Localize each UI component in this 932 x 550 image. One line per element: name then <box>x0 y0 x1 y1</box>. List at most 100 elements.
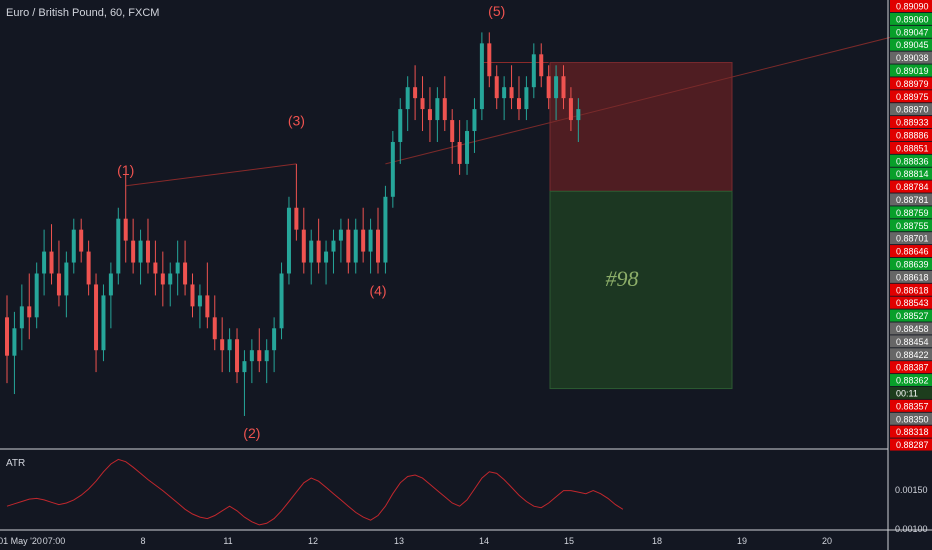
position-tool[interactable] <box>549 62 733 390</box>
candle <box>539 43 544 88</box>
atr-tick-label: 0.00150 <box>895 485 928 495</box>
price-tag-bg <box>890 25 932 38</box>
candle-body <box>316 240 321 263</box>
trendline-channel[interactable] <box>385 26 932 165</box>
candle-body <box>331 240 336 252</box>
candle <box>108 262 113 329</box>
trendline-1-3[interactable] <box>125 163 297 187</box>
price-tag-bg <box>890 245 932 258</box>
candle-body <box>509 87 514 99</box>
price-tag[interactable]: 0.89038 <box>890 51 932 64</box>
price-tag-bg <box>890 322 932 335</box>
price-tag[interactable]: 0.88350 <box>890 412 932 425</box>
price-tag[interactable]: 0.88755 <box>890 219 932 232</box>
candle-body <box>220 339 225 351</box>
price-tag[interactable]: 0.88814 <box>890 167 932 180</box>
candle <box>561 65 566 110</box>
price-tag-bg <box>890 412 932 425</box>
time-axis[interactable]: 01 May '20 07:00 8 11 12 13 14 15 18 19 20 <box>0 536 832 546</box>
candle <box>294 163 299 241</box>
wave-label: (4) <box>369 282 386 298</box>
price-tag[interactable]: 0.88975 <box>890 90 932 103</box>
take-profit-zone[interactable] <box>549 190 733 390</box>
price-tag-label: 0.88422 <box>896 350 929 360</box>
price-tag[interactable]: 0.88387 <box>890 361 932 374</box>
candle <box>487 32 492 88</box>
price-tag-label: 0.88970 <box>896 105 929 115</box>
price-tag-bg <box>890 103 932 116</box>
price-tag[interactable]: 0.88357 <box>890 399 932 412</box>
price-tag[interactable]: 00:11 <box>890 386 932 399</box>
price-tag[interactable]: 0.88759 <box>890 206 932 219</box>
candle <box>413 65 418 121</box>
price-axis[interactable]: 0.89090 0.89060 0.89047 0.89045 0.89038 0.890… <box>890 0 932 451</box>
price-tag[interactable]: 0.89060 <box>890 12 932 25</box>
price-tag[interactable]: 0.89047 <box>890 25 932 38</box>
candle <box>116 207 121 285</box>
time-tick-label: 07:00 <box>43 536 66 546</box>
price-tag[interactable]: 0.88970 <box>890 103 932 116</box>
candle <box>442 76 447 132</box>
price-tag-label: 0.88618 <box>896 285 929 295</box>
price-tag[interactable]: 0.88527 <box>890 309 932 322</box>
price-tag[interactable]: 0.88362 <box>890 374 932 387</box>
candle-body <box>472 109 477 132</box>
candle <box>427 87 432 142</box>
price-tag-label: 0.88646 <box>896 247 929 257</box>
price-tag[interactable]: 0.88933 <box>890 116 932 129</box>
price-tag-bg <box>890 374 932 387</box>
price-tag[interactable]: 0.88618 <box>890 270 932 283</box>
stop-loss-zone[interactable] <box>549 62 733 192</box>
price-tag[interactable]: 0.88458 <box>890 322 932 335</box>
price-tag[interactable]: 0.89019 <box>890 64 932 77</box>
price-tag[interactable]: 0.88781 <box>890 193 932 206</box>
price-tag-bg <box>890 77 932 90</box>
price-tag[interactable]: 0.88318 <box>890 425 932 438</box>
candle-body <box>34 273 39 318</box>
price-tag[interactable]: 0.88851 <box>890 141 932 154</box>
candle-body <box>49 251 54 274</box>
price-tag[interactable]: 0.88639 <box>890 257 932 270</box>
price-tag-bg <box>890 128 932 141</box>
price-tag-label: 0.89045 <box>896 40 929 50</box>
price-tag[interactable]: 0.88618 <box>890 283 932 296</box>
price-tag[interactable]: 0.89045 <box>890 38 932 51</box>
candle <box>94 273 99 373</box>
candle-body <box>531 54 536 88</box>
price-tag[interactable]: 0.88287 <box>890 438 932 451</box>
price-tag-bg <box>890 361 932 374</box>
price-tag[interactable]: 0.89090 <box>890 0 932 12</box>
price-tag[interactable]: 0.88886 <box>890 128 932 141</box>
candle-body <box>64 262 69 296</box>
price-tag-bg <box>890 51 932 64</box>
price-tag[interactable]: 0.88784 <box>890 180 932 193</box>
time-tick-label: 15 <box>564 536 574 546</box>
candle <box>19 284 24 351</box>
candle <box>465 120 470 175</box>
price-tag-label: 0.89047 <box>896 27 929 37</box>
position-label: #98 <box>606 266 639 291</box>
candle-body <box>420 98 425 110</box>
price-tag-label: 0.88781 <box>896 195 929 205</box>
price-tag[interactable]: 0.88454 <box>890 335 932 348</box>
price-tag[interactable]: 0.88543 <box>890 296 932 309</box>
candle <box>272 317 277 373</box>
candle <box>316 218 321 274</box>
price-tag-bg <box>890 425 932 438</box>
time-tick-label: 13 <box>394 536 404 546</box>
price-tag[interactable]: 0.88422 <box>890 348 932 361</box>
trendlines[interactable] <box>125 26 932 187</box>
price-tag[interactable]: 0.88701 <box>890 232 932 245</box>
price-tag-label: 0.88387 <box>896 363 929 373</box>
price-tag-label: 0.88357 <box>896 401 929 411</box>
price-tag[interactable]: 0.88646 <box>890 245 932 258</box>
price-tag[interactable]: 0.88979 <box>890 77 932 90</box>
candle-body <box>494 76 499 99</box>
candle-body <box>286 207 291 274</box>
price-tag-label: 0.88287 <box>896 440 929 450</box>
candle <box>175 240 180 296</box>
price-tag-bg <box>890 399 932 412</box>
price-tag[interactable]: 0.88836 <box>890 154 932 167</box>
candle <box>279 262 284 340</box>
